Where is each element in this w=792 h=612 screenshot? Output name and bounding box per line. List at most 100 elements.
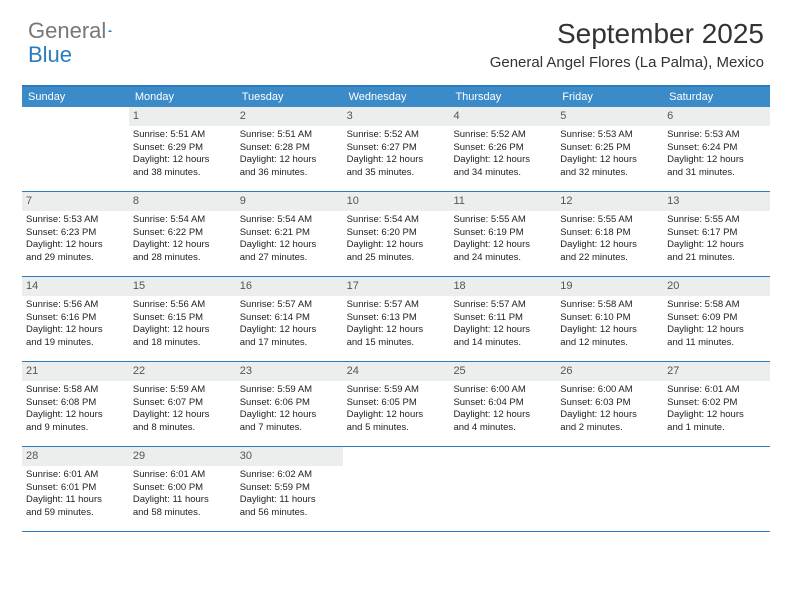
- daylight-text: and 17 minutes.: [240, 337, 339, 350]
- logo-sail-icon: [108, 22, 112, 40]
- day-header: Tuesday: [236, 87, 343, 107]
- sunset-text: Sunset: 6:23 PM: [26, 227, 125, 240]
- daylight-text: Daylight: 12 hours: [453, 154, 552, 167]
- sunset-text: Sunset: 6:21 PM: [240, 227, 339, 240]
- daylight-text: Daylight: 12 hours: [133, 409, 232, 422]
- sunrise-text: Sunrise: 5:51 AM: [133, 129, 232, 142]
- day-number: 13: [663, 192, 770, 211]
- daylight-text: and 14 minutes.: [453, 337, 552, 350]
- daylight-text: Daylight: 12 hours: [560, 324, 659, 337]
- daylight-text: and 34 minutes.: [453, 167, 552, 180]
- daylight-text: Daylight: 11 hours: [26, 494, 125, 507]
- daylight-text: and 27 minutes.: [240, 252, 339, 265]
- sunset-text: Sunset: 6:04 PM: [453, 397, 552, 410]
- daylight-text: and 5 minutes.: [347, 422, 446, 435]
- day-header: Wednesday: [343, 87, 450, 107]
- day-cell: 26Sunrise: 6:00 AMSunset: 6:03 PMDayligh…: [556, 362, 663, 446]
- week-row: 28Sunrise: 6:01 AMSunset: 6:01 PMDayligh…: [22, 447, 770, 532]
- sunrise-text: Sunrise: 5:59 AM: [133, 384, 232, 397]
- daylight-text: Daylight: 12 hours: [667, 409, 766, 422]
- day-header: Thursday: [449, 87, 556, 107]
- sunset-text: Sunset: 6:16 PM: [26, 312, 125, 325]
- day-cell: 15Sunrise: 5:56 AMSunset: 6:15 PMDayligh…: [129, 277, 236, 361]
- daylight-text: and 35 minutes.: [347, 167, 446, 180]
- day-number: 4: [449, 107, 556, 126]
- sunrise-text: Sunrise: 5:59 AM: [240, 384, 339, 397]
- sunrise-text: Sunrise: 5:55 AM: [560, 214, 659, 227]
- daylight-text: and 36 minutes.: [240, 167, 339, 180]
- sunrise-text: Sunrise: 5:57 AM: [453, 299, 552, 312]
- sunrise-text: Sunrise: 5:59 AM: [347, 384, 446, 397]
- sunrise-text: Sunrise: 5:54 AM: [240, 214, 339, 227]
- sunset-text: Sunset: 6:20 PM: [347, 227, 446, 240]
- day-number: 6: [663, 107, 770, 126]
- sunrise-text: Sunrise: 5:58 AM: [560, 299, 659, 312]
- sunrise-text: Sunrise: 5:53 AM: [560, 129, 659, 142]
- daylight-text: and 22 minutes.: [560, 252, 659, 265]
- sunrise-text: Sunrise: 6:01 AM: [667, 384, 766, 397]
- week-row: 1Sunrise: 5:51 AMSunset: 6:29 PMDaylight…: [22, 107, 770, 192]
- day-cell: 29Sunrise: 6:01 AMSunset: 6:00 PMDayligh…: [129, 447, 236, 531]
- daylight-text: Daylight: 12 hours: [347, 409, 446, 422]
- daylight-text: and 1 minute.: [667, 422, 766, 435]
- sunset-text: Sunset: 6:22 PM: [133, 227, 232, 240]
- day-number: 3: [343, 107, 450, 126]
- week-row: 7Sunrise: 5:53 AMSunset: 6:23 PMDaylight…: [22, 192, 770, 277]
- day-cell: 11Sunrise: 5:55 AMSunset: 6:19 PMDayligh…: [449, 192, 556, 276]
- daylight-text: and 25 minutes.: [347, 252, 446, 265]
- sunset-text: Sunset: 6:00 PM: [133, 482, 232, 495]
- sunset-text: Sunset: 6:26 PM: [453, 142, 552, 155]
- sunset-text: Sunset: 6:14 PM: [240, 312, 339, 325]
- sunrise-text: Sunrise: 5:53 AM: [667, 129, 766, 142]
- daylight-text: Daylight: 11 hours: [240, 494, 339, 507]
- day-cell: 30Sunrise: 6:02 AMSunset: 5:59 PMDayligh…: [236, 447, 343, 531]
- day-cell: 2Sunrise: 5:51 AMSunset: 6:28 PMDaylight…: [236, 107, 343, 191]
- day-number: 1: [129, 107, 236, 126]
- day-cell: 6Sunrise: 5:53 AMSunset: 6:24 PMDaylight…: [663, 107, 770, 191]
- sunrise-text: Sunrise: 6:00 AM: [560, 384, 659, 397]
- logo-blue-text: Blue: [28, 42, 72, 68]
- sunset-text: Sunset: 6:07 PM: [133, 397, 232, 410]
- daylight-text: and 15 minutes.: [347, 337, 446, 350]
- day-cell: 28 Sunrise: 6:01 AMSunset: 6:01 PMDayligh…: [22, 447, 129, 531]
- day-number: 19: [556, 277, 663, 296]
- sunrise-text: Sunrise: 6:02 AM: [240, 469, 339, 482]
- daylight-text: and 29 minutes.: [26, 252, 125, 265]
- daylight-text: and 7 minutes.: [240, 422, 339, 435]
- day-number: 24: [343, 362, 450, 381]
- day-cell: 20Sunrise: 5:58 AMSunset: 6:09 PMDayligh…: [663, 277, 770, 361]
- daylight-text: Daylight: 12 hours: [26, 324, 125, 337]
- location-subtitle: General Angel Flores (La Palma), Mexico: [490, 54, 764, 71]
- sunset-text: Sunset: 6:10 PM: [560, 312, 659, 325]
- sunrise-text: Sunrise: 5:51 AM: [240, 129, 339, 142]
- day-number: 21: [22, 362, 129, 381]
- daylight-text: and 21 minutes.: [667, 252, 766, 265]
- sunrise-text: Sunrise: 5:53 AM: [26, 214, 125, 227]
- daylight-text: and 24 minutes.: [453, 252, 552, 265]
- day-number: 28: [22, 447, 129, 466]
- day-number: 17: [343, 277, 450, 296]
- daylight-text: Daylight: 12 hours: [347, 239, 446, 252]
- daylight-text: and 12 minutes.: [560, 337, 659, 350]
- day-header: Monday: [129, 87, 236, 107]
- sunrise-text: Sunrise: 5:54 AM: [347, 214, 446, 227]
- day-number: 14: [22, 277, 129, 296]
- day-cell: 4Sunrise: 5:52 AMSunset: 6:26 PMDaylight…: [449, 107, 556, 191]
- day-cell: 7Sunrise: 5:53 AMSunset: 6:23 PMDaylight…: [22, 192, 129, 276]
- daylight-text: and 2 minutes.: [560, 422, 659, 435]
- day-number: 25: [449, 362, 556, 381]
- sunrise-text: Sunrise: 6:00 AM: [453, 384, 552, 397]
- logo: General: [28, 18, 130, 44]
- daylight-text: Daylight: 12 hours: [240, 409, 339, 422]
- day-cell: 14Sunrise: 5:56 AMSunset: 6:16 PMDayligh…: [22, 277, 129, 361]
- sunrise-text: Sunrise: 6:01 AM: [133, 469, 232, 482]
- day-cell: 9Sunrise: 5:54 AMSunset: 6:21 PMDaylight…: [236, 192, 343, 276]
- daylight-text: Daylight: 12 hours: [667, 324, 766, 337]
- daylight-text: Daylight: 12 hours: [26, 409, 125, 422]
- sunrise-text: Sunrise: 6:01 AM: [26, 469, 125, 482]
- sunrise-text: Sunrise: 5:54 AM: [133, 214, 232, 227]
- sunset-text: Sunset: 6:01 PM: [26, 482, 125, 495]
- daylight-text: Daylight: 12 hours: [560, 154, 659, 167]
- sunrise-text: Sunrise: 5:56 AM: [133, 299, 232, 312]
- day-number: 16: [236, 277, 343, 296]
